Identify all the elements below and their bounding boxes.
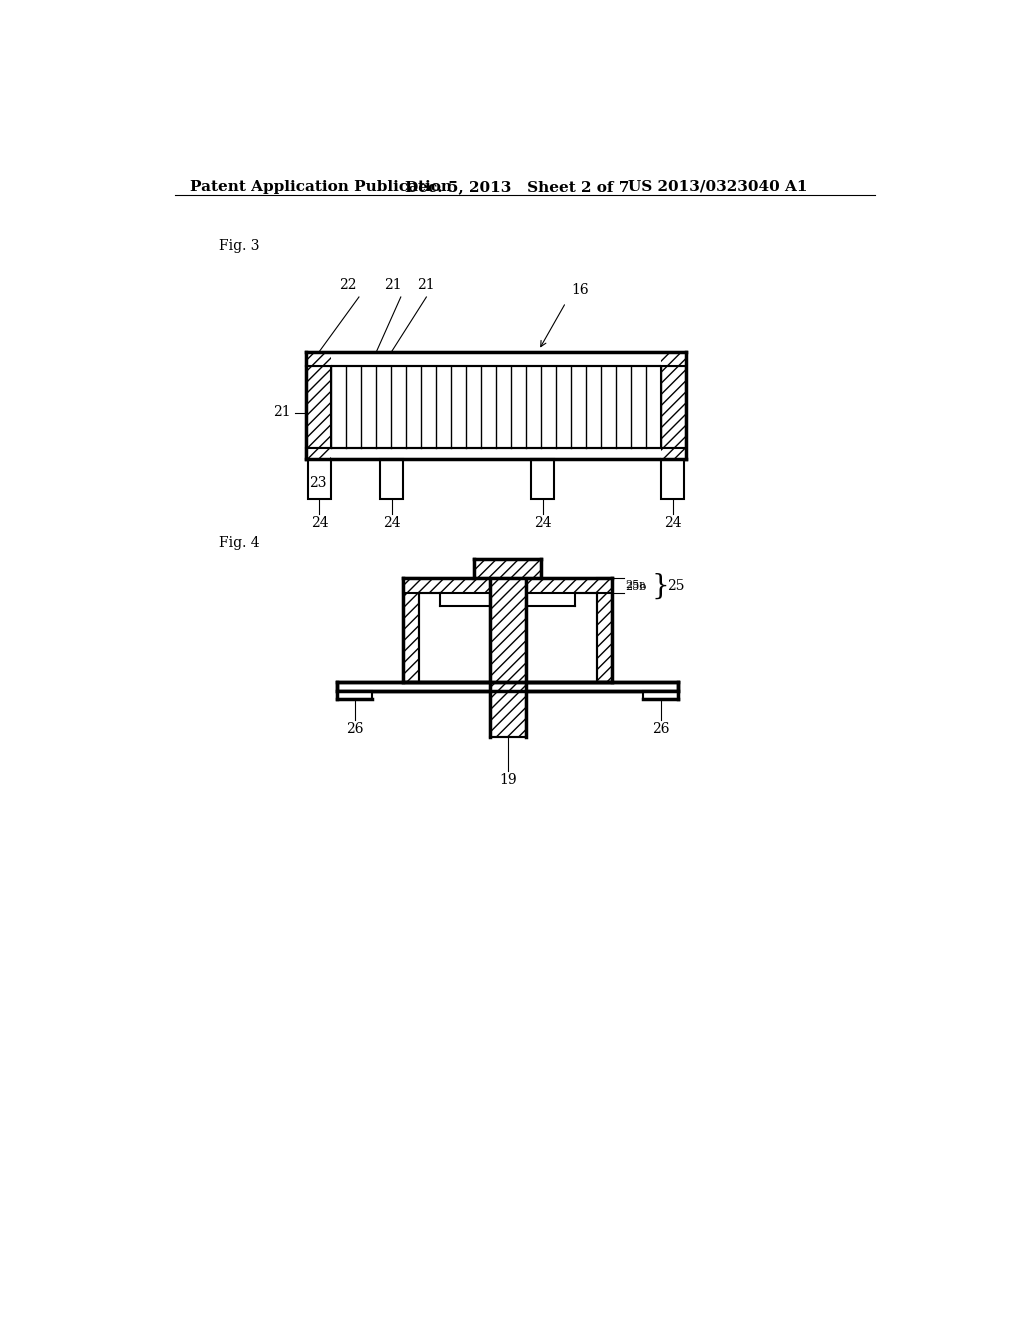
Text: 21: 21 xyxy=(273,405,291,420)
Bar xyxy=(662,352,686,367)
Text: Patent Application Publication: Patent Application Publication xyxy=(190,180,452,194)
Bar xyxy=(662,447,686,459)
Text: }: } xyxy=(651,573,669,599)
Bar xyxy=(489,562,525,738)
Text: 25a: 25a xyxy=(626,579,646,590)
Text: 25b: 25b xyxy=(626,582,647,591)
Bar xyxy=(337,682,678,692)
Text: 24: 24 xyxy=(664,516,682,531)
Bar xyxy=(643,692,678,700)
Bar xyxy=(306,447,686,459)
Bar xyxy=(597,578,612,682)
Text: 21: 21 xyxy=(384,279,401,293)
Text: Fig. 4: Fig. 4 xyxy=(219,536,260,549)
Bar xyxy=(306,367,331,459)
Bar xyxy=(403,578,419,682)
Bar xyxy=(380,459,403,499)
Bar xyxy=(474,558,541,578)
Text: 24: 24 xyxy=(310,516,329,531)
Text: 26: 26 xyxy=(346,722,364,737)
Text: 26: 26 xyxy=(652,722,670,737)
Bar xyxy=(662,367,686,459)
Text: 16: 16 xyxy=(571,282,589,297)
Bar xyxy=(308,459,331,499)
Bar xyxy=(531,459,554,499)
Text: 25: 25 xyxy=(667,578,684,593)
Text: 19: 19 xyxy=(499,774,516,787)
Bar xyxy=(662,459,684,499)
Bar xyxy=(337,692,372,700)
Text: Fig. 3: Fig. 3 xyxy=(219,239,260,253)
Text: 22: 22 xyxy=(339,279,356,293)
Bar xyxy=(306,352,686,367)
Text: Dec. 5, 2013   Sheet 2 of 7: Dec. 5, 2013 Sheet 2 of 7 xyxy=(406,180,630,194)
Text: 24: 24 xyxy=(534,516,552,531)
Bar xyxy=(306,447,331,459)
Text: 24: 24 xyxy=(383,516,400,531)
Bar xyxy=(403,578,612,594)
Text: 21: 21 xyxy=(418,279,435,293)
Bar xyxy=(306,352,331,367)
Text: 23: 23 xyxy=(309,475,327,490)
Text: US 2013/0323040 A1: US 2013/0323040 A1 xyxy=(628,180,807,194)
